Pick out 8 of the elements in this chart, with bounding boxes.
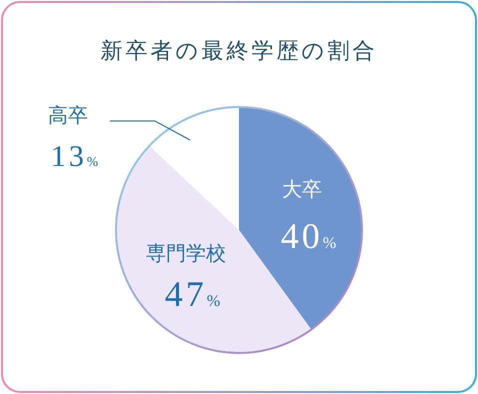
data-label: 40% <box>280 216 340 256</box>
data-label: 47% <box>164 274 224 314</box>
slice-label: 大卒 <box>282 177 322 201</box>
chart-title: 新卒者の最終学歴の割合 <box>100 39 378 64</box>
slice-label: 専門学校 <box>146 241 226 265</box>
pie-slice <box>239 107 362 330</box>
slice-label: 高卒 <box>48 103 88 127</box>
data-label: 13% <box>50 140 102 173</box>
